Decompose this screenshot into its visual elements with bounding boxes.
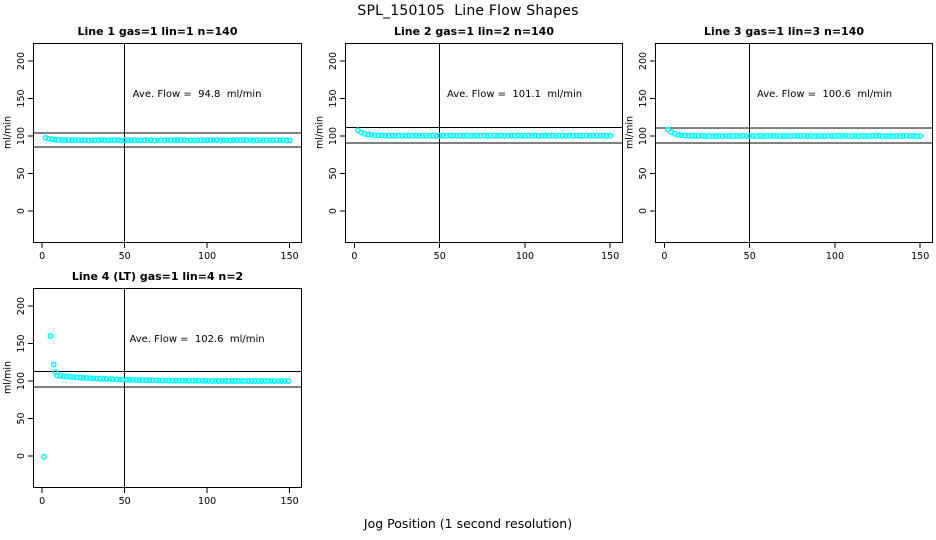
svg-text:150: 150: [281, 496, 299, 507]
plot-panel-line4: Line 4 (LT) gas=1 lin=4 n=2 ml/min Ave. …: [3, 270, 302, 507]
svg-text:150: 150: [281, 251, 299, 262]
svg-text:150: 150: [16, 334, 27, 352]
svg-text:200: 200: [638, 52, 649, 70]
svg-text:50: 50: [16, 412, 27, 424]
svg-text:50: 50: [328, 167, 339, 179]
svg-text:150: 150: [638, 89, 649, 107]
ave-flow-annotation: Ave. Flow = 94.8 ml/min: [132, 89, 262, 100]
panel-title-line2: Line 2 gas=1 lin=2 n=140: [393, 25, 554, 38]
svg-text:50: 50: [119, 496, 131, 507]
ave-flow-annotation: Ave. Flow = 100.6 ml/min: [756, 89, 893, 100]
ave-flow-annotation: Ave. Flow = 101.1 ml/min: [446, 89, 583, 100]
svg-text:100: 100: [16, 372, 27, 390]
x-axis-label: Jog Position (1 second resolution): [363, 516, 573, 531]
plot-canvas: 0 50 100 150 0 50 100 150 200: [638, 43, 933, 262]
svg-text:0: 0: [39, 251, 45, 262]
svg-text:100: 100: [16, 127, 27, 145]
plot-canvas: 0 50 100 150 0 50 100 150 200: [16, 288, 302, 507]
svg-text:150: 150: [911, 251, 929, 262]
panel-title-line4: Line 4 (LT) gas=1 lin=4 n=2: [71, 270, 244, 283]
panel-title-line3: Line 3 gas=1 lin=3 n=140: [703, 25, 864, 38]
svg-text:150: 150: [16, 89, 27, 107]
svg-text:100: 100: [328, 127, 339, 145]
svg-text:50: 50: [434, 251, 446, 262]
svg-text:0: 0: [638, 208, 649, 214]
svg-text:50: 50: [744, 251, 756, 262]
svg-text:0: 0: [351, 251, 357, 262]
svg-text:50: 50: [638, 167, 649, 179]
page-title: SPL_150105 Line Flow Shapes: [357, 3, 579, 19]
svg-text:100: 100: [198, 496, 216, 507]
svg-text:100: 100: [198, 251, 216, 262]
svg-text:0: 0: [16, 453, 27, 459]
svg-text:0: 0: [16, 208, 27, 214]
panel-title-line1: Line 1 gas=1 lin=1 n=140: [77, 25, 238, 38]
plot-panel-line1: Line 1 gas=1 lin=1 n=140 ml/min Ave. Flo…: [3, 25, 302, 262]
svg-text:50: 50: [16, 167, 27, 179]
svg-text:150: 150: [328, 89, 339, 107]
svg-text:200: 200: [16, 297, 27, 315]
svg-text:0: 0: [39, 496, 45, 507]
ave-flow-annotation: Ave. Flow = 102.6 ml/min: [129, 334, 265, 345]
plot-panel-line2: Line 2 gas=1 lin=2 n=140 ml/min Ave. Flo…: [315, 25, 623, 262]
svg-text:150: 150: [601, 251, 619, 262]
plot-panel-line3: Line 3 gas=1 lin=3 n=140 ml/min Ave. Flo…: [625, 25, 933, 262]
plot-canvas: 0 50 100 150 0 50 100 150 200: [328, 43, 623, 262]
svg-text:100: 100: [516, 251, 534, 262]
svg-text:0: 0: [661, 251, 667, 262]
svg-text:0: 0: [328, 208, 339, 214]
svg-text:100: 100: [638, 127, 649, 145]
svg-text:200: 200: [16, 52, 27, 70]
svg-text:100: 100: [826, 251, 844, 262]
svg-text:50: 50: [119, 251, 131, 262]
plot-canvas: 0 50 100 150 0 50 100 150 200: [16, 43, 302, 262]
svg-text:200: 200: [328, 52, 339, 70]
